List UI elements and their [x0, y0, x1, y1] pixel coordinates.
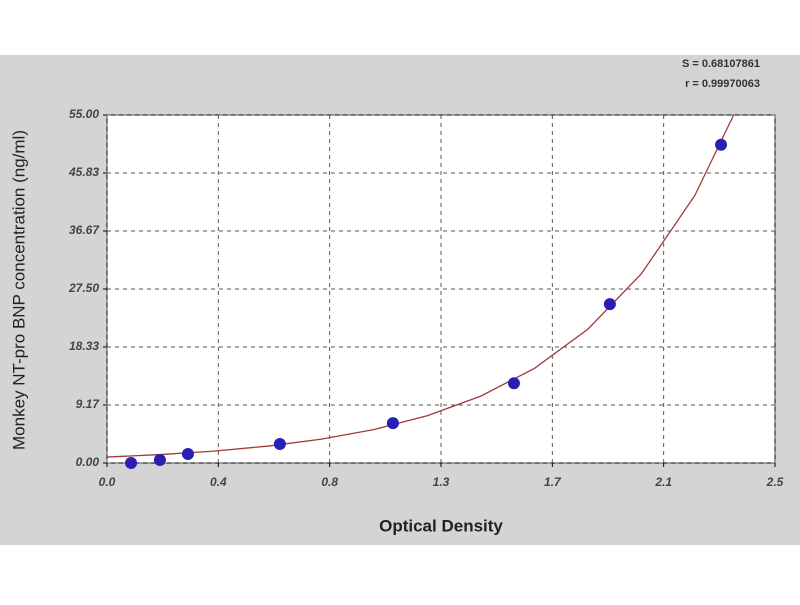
data-point [507, 377, 520, 390]
plot-content [107, 115, 735, 458]
data-point [386, 417, 399, 430]
y-tick-label: 27.50 [68, 281, 99, 295]
data-point [715, 138, 728, 151]
y-tick-label: 45.83 [68, 165, 99, 179]
x-tick-label: 0.8 [321, 475, 338, 489]
fit-curve [107, 115, 735, 458]
x-tick-label: 2.5 [766, 475, 784, 489]
x-tick-label: 2.1 [654, 475, 672, 489]
data-point [181, 448, 194, 461]
annotation: r = 0.99970063 [685, 78, 760, 90]
y-tick-label: 55.00 [69, 107, 99, 121]
x-tick-label: 0.4 [210, 475, 227, 489]
y-tick-label: 36.67 [69, 223, 100, 237]
data-point [125, 457, 138, 469]
y-axis-label: Monkey NT-pro BNP concentration (ng/ml) [9, 130, 28, 450]
x-tick-label: 0.0 [99, 475, 116, 489]
x-axis-label: Optical Density [379, 516, 503, 535]
data-point [603, 298, 616, 311]
y-tick-label: 18.33 [69, 339, 99, 353]
annotation: S = 0.68107861 [682, 58, 760, 70]
x-tick-label: 1.3 [433, 475, 450, 489]
y-tick-label: 0.00 [76, 455, 100, 469]
y-tick-label: 9.17 [76, 397, 101, 411]
data-point [273, 438, 286, 451]
x-tick-label: 1.7 [544, 475, 562, 489]
data-point [153, 454, 166, 467]
